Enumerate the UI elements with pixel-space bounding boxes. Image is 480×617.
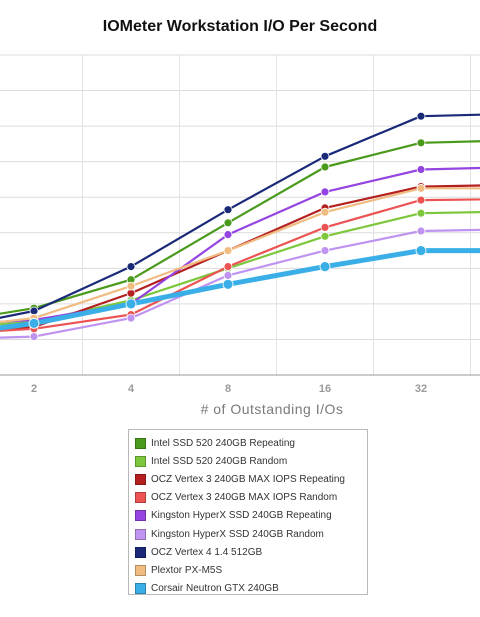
- data-point: [223, 218, 233, 228]
- legend-item: Kingston HyperX SSD 240GB Random: [135, 525, 361, 543]
- legend-label: OCZ Vertex 4 1.4 512GB: [151, 546, 263, 558]
- data-point: [28, 317, 40, 329]
- legend-swatch: [135, 492, 146, 504]
- data-point: [320, 246, 330, 256]
- legend-label: Intel SSD 520 240GB Repeating: [151, 437, 295, 449]
- data-point: [416, 165, 426, 174]
- data-point: [126, 281, 136, 291]
- legend-swatch: [135, 437, 146, 449]
- data-point: [126, 313, 136, 323]
- data-point: [126, 262, 136, 272]
- data-point: [319, 261, 331, 273]
- x-tick-labels: 2 4 8 16 32: [31, 383, 427, 395]
- series-line: [0, 140, 480, 315]
- legend-label: Corsair Neutron GTX 240GB: [151, 583, 279, 595]
- x-tick-label: 8: [225, 383, 231, 395]
- series-line: [0, 187, 480, 324]
- legend-label: Kingston HyperX SSD 240GB Repeating: [151, 510, 332, 522]
- data-point: [416, 111, 426, 121]
- data-point: [416, 138, 426, 148]
- legend-label: Intel SSD 520 240GB Random: [151, 455, 288, 467]
- series-0: [0, 138, 480, 315]
- data-point: [320, 151, 330, 161]
- grid-lines: [0, 54, 480, 376]
- data-point: [416, 226, 426, 236]
- data-point: [223, 230, 233, 240]
- x-axis-title: # of Outstanding I/Os: [201, 401, 344, 417]
- legend-label: Kingston HyperX SSD 240GB Random: [151, 528, 324, 540]
- legend-label: OCZ Vertex 3 240GB MAX IOPS Repeating: [151, 473, 345, 485]
- data-point: [320, 162, 330, 172]
- x-tick-label: 16: [319, 383, 331, 395]
- legend-swatch: [135, 546, 146, 558]
- x-tick-label: 2: [31, 383, 37, 395]
- legend-swatch: [135, 583, 146, 595]
- legend-item: Intel SSD 520 240GB Random: [135, 452, 361, 470]
- data-point: [223, 262, 233, 272]
- series-line: [0, 184, 480, 331]
- data-point: [416, 183, 426, 193]
- data-point: [320, 207, 330, 217]
- x-tick-label: 32: [415, 383, 427, 395]
- series-lines: [0, 111, 480, 342]
- data-point: [415, 245, 427, 257]
- series-8: [0, 245, 480, 331]
- legend-item: OCZ Vertex 3 240GB MAX IOPS Repeating: [135, 470, 361, 488]
- data-point: [125, 298, 137, 310]
- legend-swatch: [135, 473, 146, 485]
- series-5: [0, 226, 480, 342]
- legend-swatch: [135, 528, 146, 540]
- series-6: [0, 111, 480, 319]
- series-1: [0, 208, 480, 327]
- data-point: [223, 270, 233, 280]
- chart-title: IOMeter Workstation I/O Per Second: [102, 18, 378, 35]
- legend-label: Plextor PX-M5S: [151, 564, 223, 576]
- legend-item: OCZ Vertex 4 1.4 512GB: [135, 543, 361, 561]
- legend-item: OCZ Vertex 3 240GB MAX IOPS Random: [135, 489, 361, 507]
- series-2: [0, 182, 480, 332]
- data-point: [416, 195, 426, 205]
- legend-label: OCZ Vertex 3 240GB MAX IOPS Random: [151, 492, 338, 504]
- legend-item: Intel SSD 520 240GB Repeating: [135, 434, 361, 452]
- legend-swatch: [135, 510, 146, 522]
- data-point: [320, 231, 330, 241]
- data-point: [29, 332, 39, 342]
- data-point: [320, 222, 330, 232]
- data-point: [223, 205, 233, 215]
- legend: Intel SSD 520 240GB Repeating Intel SSD 5…: [128, 429, 368, 595]
- series-7: [0, 183, 480, 324]
- legend-item: Corsair Neutron GTX 240GB: [135, 580, 361, 598]
- legend-swatch: [135, 455, 146, 467]
- data-point: [416, 208, 426, 218]
- data-point: [223, 246, 233, 256]
- x-tick-label: 4: [128, 383, 135, 395]
- legend-swatch: [135, 564, 146, 576]
- legend-item: Plextor PX-M5S: [135, 561, 361, 579]
- data-point: [222, 278, 234, 290]
- legend-item: Kingston HyperX SSD 240GB Repeating: [135, 507, 361, 525]
- data-point: [320, 187, 330, 197]
